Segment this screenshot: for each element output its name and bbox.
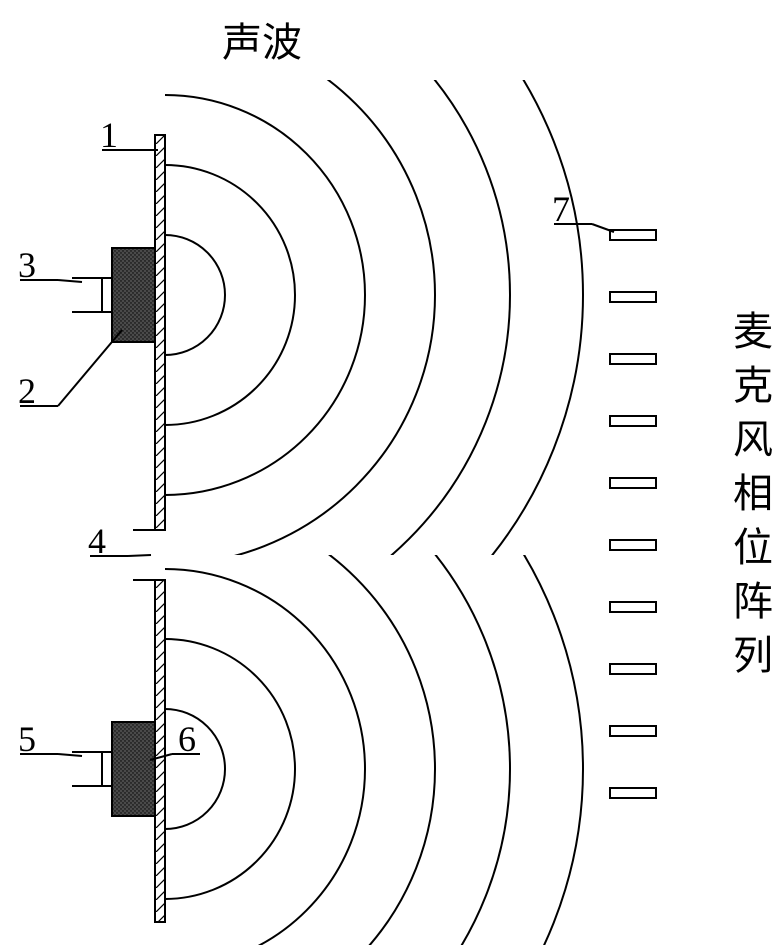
callout-7: 7 [552, 188, 570, 230]
wave-arc [0, 95, 365, 495]
callout-leader [58, 330, 122, 406]
callout-leader [58, 280, 82, 282]
wave-arc [0, 0, 583, 713]
mic-element [610, 292, 656, 302]
wall-upper [155, 135, 165, 530]
wave-group-0 [0, 0, 583, 713]
exciter-block-lower [112, 722, 155, 816]
mic-element [610, 478, 656, 488]
callout-3: 3 [18, 244, 36, 286]
mic-element [610, 230, 656, 240]
mic-element [610, 602, 656, 612]
exciter-plunger-lower [72, 752, 112, 786]
callout-5: 5 [18, 718, 36, 760]
mic-element [610, 788, 656, 798]
mic-element [610, 726, 656, 736]
exciter-plunger-upper [72, 278, 112, 312]
exciter-block-upper [112, 248, 155, 342]
wall-lower [155, 580, 165, 922]
callout-leader [58, 754, 82, 756]
wave-group-1 [0, 351, 583, 951]
title-right: 麦克风相位阵列 [720, 310, 778, 688]
title-top: 声波 [222, 10, 302, 68]
mic-element [610, 354, 656, 364]
mic-element [610, 664, 656, 674]
wave-arc [0, 424, 510, 951]
wave-arc [0, 25, 435, 565]
mic-element [610, 416, 656, 426]
wave-arc [0, 569, 365, 951]
callout-6: 6 [178, 718, 196, 760]
wave-arc [0, 351, 583, 951]
mic-element [610, 540, 656, 550]
callout-leader [592, 224, 614, 232]
wave-arc [0, 499, 435, 951]
callout-2: 2 [18, 370, 36, 412]
callout-4: 4 [88, 520, 106, 562]
callout-leader [128, 555, 151, 556]
callout-1: 1 [100, 114, 118, 156]
